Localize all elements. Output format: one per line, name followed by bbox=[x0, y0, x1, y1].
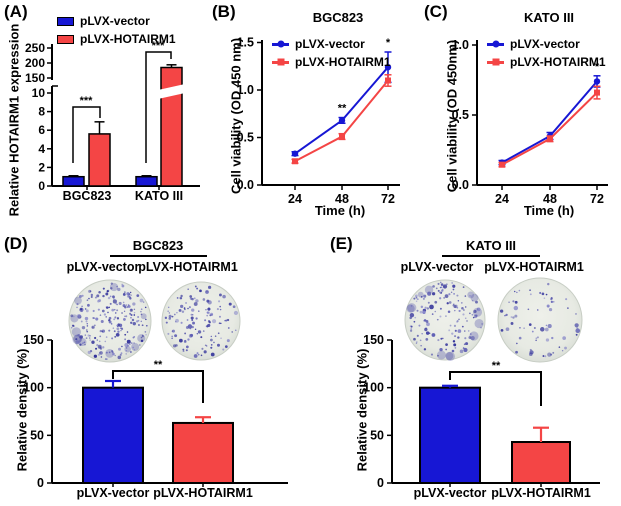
panel-d-group-title: BGC823 bbox=[132, 238, 184, 253]
panel-d-bar-label-vector: pLVX-vector bbox=[76, 486, 150, 500]
legend-row-hotairm1: pLVX-HOTAIRM1 bbox=[487, 54, 606, 70]
panel-e-label: (E) bbox=[330, 234, 353, 253]
panel-a-label: (A) bbox=[4, 2, 28, 21]
svg-text:150: 150 bbox=[23, 333, 44, 347]
legend-hotairm1-label: pLVX-HOTAIRM1 bbox=[295, 55, 391, 69]
legend-row-vector: pLVX-vector bbox=[272, 36, 391, 52]
legend-hotairm1-label: pLVX-HOTAIRM1 bbox=[80, 32, 176, 46]
panel-c-legend: pLVX-vector pLVX-HOTAIRM1 bbox=[487, 36, 606, 70]
legend-row-hotairm1: pLVX-HOTAIRM1 bbox=[57, 31, 176, 47]
hotairm1-line-marker-icon bbox=[272, 60, 289, 64]
svg-text:10: 10 bbox=[32, 86, 46, 100]
svg-text:72: 72 bbox=[381, 192, 395, 206]
panel-c-chart: 0.0 0.5 1.0 24 48 72 * bbox=[452, 38, 608, 206]
colony-dish bbox=[497, 277, 583, 363]
svg-text:100: 100 bbox=[23, 381, 44, 395]
svg-text:**: ** bbox=[492, 360, 501, 372]
vector-line-marker-icon bbox=[487, 42, 504, 46]
svg-text:50: 50 bbox=[30, 428, 44, 442]
svg-text:4: 4 bbox=[38, 142, 45, 156]
svg-text:0: 0 bbox=[38, 179, 45, 193]
panel-b-chart: 0.00.51.01.524 48 72*** bbox=[237, 36, 400, 206]
panel-b-label: (B) bbox=[212, 2, 236, 21]
svg-text:0.5: 0.5 bbox=[452, 108, 469, 122]
legend-hotairm1-label: pLVX-HOTAIRM1 bbox=[510, 55, 606, 69]
panel-d-label: (D) bbox=[4, 234, 28, 253]
panel-e-dish-label-vector: pLVX-vector bbox=[400, 260, 474, 274]
svg-text:0.0: 0.0 bbox=[452, 178, 469, 192]
hotairm1-swatch-icon bbox=[57, 34, 74, 44]
svg-text:250: 250 bbox=[25, 41, 45, 55]
panel-e-ylabel: Relative density (%) bbox=[354, 348, 370, 472]
panel-d-dish-label-hotairm1: pLVX-HOTAIRM1 bbox=[138, 260, 238, 274]
colony-dish bbox=[161, 281, 241, 361]
panel-d-chart: 0 50 100 150 ** bbox=[23, 333, 288, 490]
panel-d-ylabel: Relative density (%) bbox=[14, 348, 30, 472]
svg-text:24: 24 bbox=[288, 192, 302, 206]
svg-text:0: 0 bbox=[377, 476, 384, 490]
svg-text:72: 72 bbox=[590, 192, 604, 206]
panel-e-dish-label-hotairm1: pLVX-HOTAIRM1 bbox=[484, 260, 584, 274]
panel-c-ylabel: Cell viability (OD 450nm) bbox=[444, 39, 460, 193]
panel-c-label: (C) bbox=[424, 2, 448, 21]
svg-text:1.5: 1.5 bbox=[237, 36, 254, 50]
panel-a-category-bgc823: BGC823 bbox=[62, 189, 112, 203]
svg-text:0.0: 0.0 bbox=[237, 178, 254, 192]
panel-a-ylabel: Relative HOTAIRM1 expression bbox=[6, 23, 22, 217]
panel-e-bar-label-hotairm1: pLVX-HOTAIRM1 bbox=[491, 486, 591, 500]
legend-vector-label: pLVX-vector bbox=[510, 37, 580, 51]
panel-b-ylabel: Cell viability (OD 450 nm) bbox=[228, 37, 244, 195]
legend-vector-label: pLVX-vector bbox=[295, 37, 365, 51]
svg-text:100: 100 bbox=[363, 381, 384, 395]
colony-dish bbox=[68, 279, 152, 363]
svg-text:150: 150 bbox=[25, 71, 45, 85]
svg-text:150: 150 bbox=[363, 333, 384, 347]
panel-d-dish-label-vector: pLVX-vector bbox=[66, 260, 140, 274]
panel-e-bar-label-vector: pLVX-vector bbox=[413, 486, 487, 500]
panel-c-xlabel: Time (h) bbox=[523, 203, 575, 218]
svg-text:**: ** bbox=[338, 103, 347, 115]
panel-c-title: KATO III bbox=[523, 10, 575, 25]
panel-b-legend: pLVX-vector pLVX-HOTAIRM1 bbox=[272, 36, 391, 70]
panel-e-chart: 0 50 100 150 ** bbox=[363, 333, 600, 490]
panel-e-title-underline bbox=[442, 255, 540, 257]
svg-text:48: 48 bbox=[335, 192, 349, 206]
panel-e-group-title: KATO III bbox=[465, 238, 517, 253]
svg-text:48: 48 bbox=[543, 192, 557, 206]
hotairm1-line-marker-icon bbox=[487, 60, 504, 64]
svg-text:1.0: 1.0 bbox=[452, 38, 469, 52]
colony-dish bbox=[404, 279, 486, 362]
vector-line-marker-icon bbox=[272, 42, 289, 46]
svg-text:***: *** bbox=[152, 40, 166, 52]
svg-text:***: *** bbox=[80, 95, 94, 107]
svg-text:**: ** bbox=[154, 359, 163, 371]
panel-a-legend: pLVX-vector pLVX-HOTAIRM1 bbox=[57, 13, 176, 47]
svg-text:0: 0 bbox=[37, 476, 44, 490]
panel-b-xlabel: Time (h) bbox=[314, 203, 366, 218]
panel-d-bar-label-hotairm1: pLVX-HOTAIRM1 bbox=[153, 486, 253, 500]
svg-text:1.0: 1.0 bbox=[237, 83, 254, 97]
legend-vector-label: pLVX-vector bbox=[80, 14, 150, 28]
legend-row-vector: pLVX-vector bbox=[57, 13, 176, 29]
panel-a-category-katoiii: KATO III bbox=[134, 189, 184, 203]
svg-text:*: * bbox=[595, 61, 600, 73]
svg-text:24: 24 bbox=[495, 192, 509, 206]
legend-row-hotairm1: pLVX-HOTAIRM1 bbox=[272, 54, 391, 70]
svg-text:50: 50 bbox=[370, 428, 384, 442]
legend-row-vector: pLVX-vector bbox=[487, 36, 606, 52]
svg-text:200: 200 bbox=[25, 56, 45, 70]
panel-d-title-underline bbox=[110, 255, 207, 257]
vector-swatch-icon bbox=[57, 16, 74, 26]
svg-text:6: 6 bbox=[38, 123, 45, 137]
svg-text:0.5: 0.5 bbox=[237, 131, 254, 145]
panel-b-title: BGC823 bbox=[312, 10, 364, 25]
svg-text:8: 8 bbox=[38, 105, 45, 119]
svg-text:2: 2 bbox=[38, 160, 45, 174]
svg-text:*: * bbox=[386, 37, 391, 49]
